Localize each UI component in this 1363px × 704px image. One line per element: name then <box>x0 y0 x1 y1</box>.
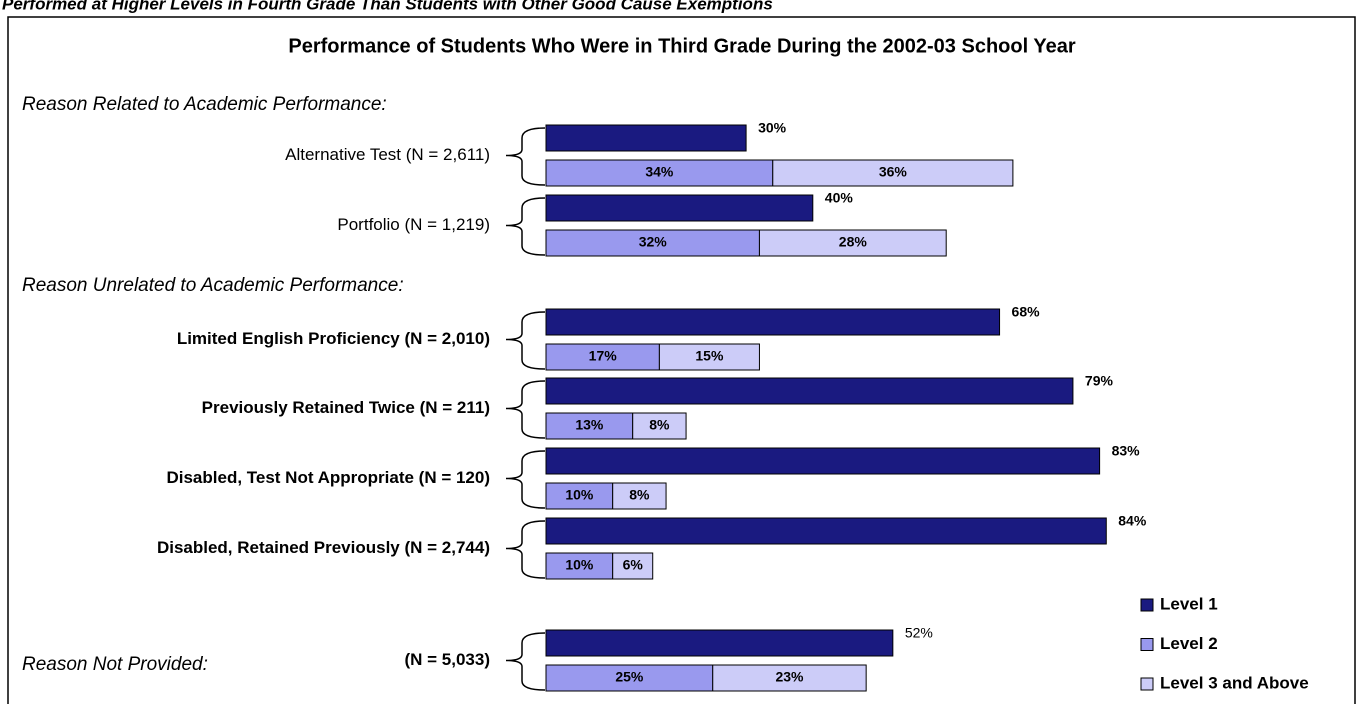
data-label: 36% <box>879 164 908 180</box>
category-label: Previously Retained Twice (N = 211) <box>202 398 490 417</box>
bar <box>545 552 614 580</box>
brace <box>505 311 546 370</box>
category-label: Disabled, Test Not Appropriate (N = 120) <box>166 468 490 487</box>
legend-label: Level 1 <box>1160 594 1218 613</box>
data-label: 32% <box>639 234 668 250</box>
data-label: 40% <box>825 190 854 206</box>
bar <box>545 194 814 222</box>
bar <box>758 229 947 257</box>
data-label: 10% <box>565 487 594 503</box>
category-label: Portfolio (N = 1,219) <box>337 215 490 234</box>
legend-swatch <box>1140 598 1154 612</box>
data-label: 25% <box>615 669 644 685</box>
section-heading: Reason Unrelated to Academic Performance… <box>22 275 404 296</box>
data-label: 17% <box>589 348 618 364</box>
data-label: 83% <box>1112 443 1141 459</box>
data-label: 23% <box>775 669 804 685</box>
data-label: 68% <box>1012 304 1041 320</box>
data-label: 34% <box>645 164 674 180</box>
brace <box>505 632 546 691</box>
bar <box>545 308 1001 336</box>
brace <box>505 520 546 579</box>
section-heading: Reason Not Provided: <box>22 654 208 675</box>
data-label: 8% <box>629 487 650 503</box>
bar <box>658 343 760 371</box>
bar <box>545 482 614 510</box>
category-label: (N = 5,033) <box>404 650 490 669</box>
legend-label: Level 3 and Above <box>1160 673 1309 692</box>
bar <box>545 629 894 657</box>
legend-label: Level 2 <box>1160 634 1218 653</box>
bar <box>612 552 654 580</box>
data-label: 10% <box>565 557 594 573</box>
brace <box>505 127 546 186</box>
brace <box>505 197 546 256</box>
bar <box>545 664 714 692</box>
bar <box>772 159 1014 187</box>
bar <box>545 229 760 257</box>
bar <box>612 482 667 510</box>
bar <box>545 124 747 152</box>
data-label: 28% <box>839 234 868 250</box>
data-label: 84% <box>1118 513 1147 529</box>
data-label: 13% <box>575 417 604 433</box>
section-heading: Reason Related to Academic Performance: <box>22 94 387 115</box>
bar <box>545 447 1101 475</box>
chart-title: Performance of Students Who Were in Thir… <box>288 35 1075 57</box>
data-label: 30% <box>758 120 787 136</box>
frame <box>7 16 1356 704</box>
brace <box>505 380 546 439</box>
page-title: Performed at Higher Levels in Fourth Gra… <box>2 0 773 13</box>
category-label: Limited English Proficiency (N = 2,010) <box>177 329 490 348</box>
data-label: 79% <box>1085 373 1114 389</box>
bar <box>632 412 687 440</box>
legend-swatch <box>1140 677 1154 691</box>
legend-swatch <box>1140 638 1154 651</box>
bar <box>712 664 867 692</box>
category-label: Alternative Test (N = 2,611) <box>285 145 490 164</box>
data-label: 52% <box>905 625 933 641</box>
data-label: 15% <box>695 348 724 364</box>
bar <box>545 517 1107 545</box>
category-label: Disabled, Retained Previously (N = 2,744… <box>157 538 490 557</box>
data-label: 8% <box>649 417 670 433</box>
data-label: 6% <box>623 557 644 573</box>
brace <box>505 450 546 509</box>
bar <box>545 377 1074 405</box>
